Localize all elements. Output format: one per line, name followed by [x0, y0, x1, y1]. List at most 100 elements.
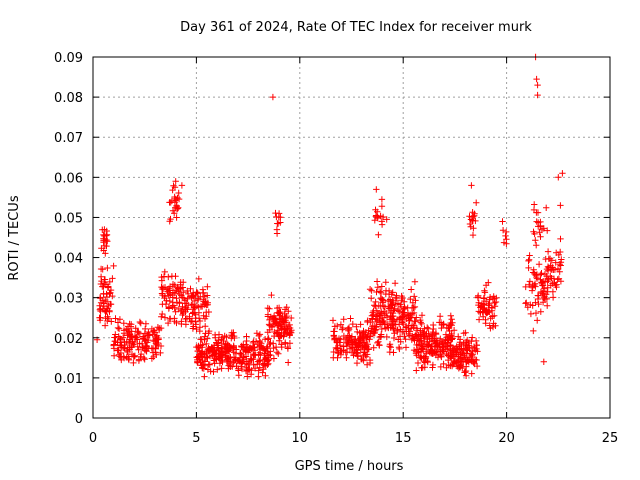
data-point	[544, 302, 551, 309]
data-point	[265, 335, 272, 342]
data-point	[469, 358, 477, 365]
data-point	[340, 316, 347, 323]
data-point	[120, 320, 127, 327]
data-point	[137, 350, 145, 358]
data-point	[243, 337, 250, 345]
data-point	[116, 353, 124, 360]
x-tick-label: 20	[498, 431, 515, 446]
data-point	[448, 333, 455, 340]
data-point	[532, 309, 540, 317]
data-point	[437, 352, 445, 360]
data-point	[105, 283, 112, 291]
data-point	[148, 325, 156, 333]
data-point	[273, 230, 281, 237]
data-point	[204, 301, 211, 308]
data-point	[262, 372, 269, 379]
data-point	[534, 81, 541, 89]
data-point	[410, 324, 417, 331]
x-axis-title: GPS time / hours	[295, 459, 404, 474]
data-point	[259, 361, 266, 368]
data-point	[353, 338, 360, 346]
data-point	[148, 355, 156, 362]
data-point	[98, 277, 105, 285]
data-point	[486, 322, 493, 329]
data-point	[377, 212, 384, 220]
x-tick-label: 10	[292, 431, 309, 446]
data-point	[368, 287, 375, 294]
data-point	[394, 307, 402, 314]
data-point	[131, 352, 139, 359]
data-point	[421, 359, 429, 366]
data-point	[281, 310, 288, 318]
data-point	[395, 344, 403, 351]
data-point	[450, 345, 457, 352]
data-point	[204, 354, 211, 362]
data-point	[388, 301, 396, 308]
data-point	[265, 360, 272, 367]
data-point	[424, 341, 432, 349]
data-point	[286, 332, 293, 339]
data-point	[214, 366, 221, 373]
data-point	[114, 324, 122, 332]
data-point	[245, 366, 252, 373]
data-point	[383, 216, 390, 223]
data-point	[112, 331, 119, 338]
data-point	[286, 340, 294, 347]
data-point	[492, 298, 500, 306]
data-point	[491, 303, 499, 310]
data-point	[547, 282, 554, 289]
data-point	[282, 340, 289, 347]
data-point	[120, 327, 128, 334]
data-point	[179, 284, 186, 291]
data-point	[275, 304, 283, 311]
data-point	[285, 308, 292, 315]
data-point	[125, 356, 133, 364]
data-point	[422, 350, 430, 357]
data-point	[103, 231, 111, 238]
data-point	[471, 212, 478, 219]
data-point	[97, 295, 104, 302]
data-point	[554, 276, 561, 283]
data-point	[549, 294, 557, 301]
data-point	[467, 216, 475, 223]
data-point	[457, 345, 465, 352]
data-point	[125, 328, 132, 336]
data-point	[502, 232, 509, 240]
data-point	[136, 318, 144, 326]
data-point	[278, 325, 285, 332]
data-point	[115, 351, 123, 358]
data-point	[360, 329, 367, 336]
data-point	[223, 333, 230, 341]
data-point	[255, 332, 263, 340]
y-tick-label: 0.05	[54, 211, 83, 226]
data-point	[167, 291, 174, 298]
data-point	[273, 349, 281, 356]
data-point	[201, 293, 208, 300]
data-point	[172, 178, 179, 185]
data-point	[555, 174, 562, 181]
data-point	[549, 288, 557, 295]
y-tick-label: 0.07	[54, 131, 83, 146]
data-point	[447, 321, 454, 328]
data-point	[418, 355, 425, 362]
data-point	[276, 337, 283, 344]
data-point	[353, 359, 361, 367]
data-point	[557, 259, 565, 266]
data-point	[466, 220, 474, 228]
data-point	[195, 315, 203, 322]
data-point	[375, 341, 383, 349]
data-point	[250, 338, 257, 345]
data-point	[533, 75, 540, 83]
data-point	[354, 328, 361, 336]
y-tick-label: 0.06	[54, 171, 83, 186]
data-point	[130, 353, 138, 361]
data-point	[237, 350, 244, 357]
data-point	[139, 344, 146, 352]
data-point	[445, 325, 452, 332]
data-point	[428, 342, 435, 350]
data-point	[202, 354, 210, 361]
data-point	[277, 308, 284, 316]
data-point	[482, 298, 490, 305]
data-point	[264, 361, 271, 368]
data-point	[347, 315, 354, 322]
